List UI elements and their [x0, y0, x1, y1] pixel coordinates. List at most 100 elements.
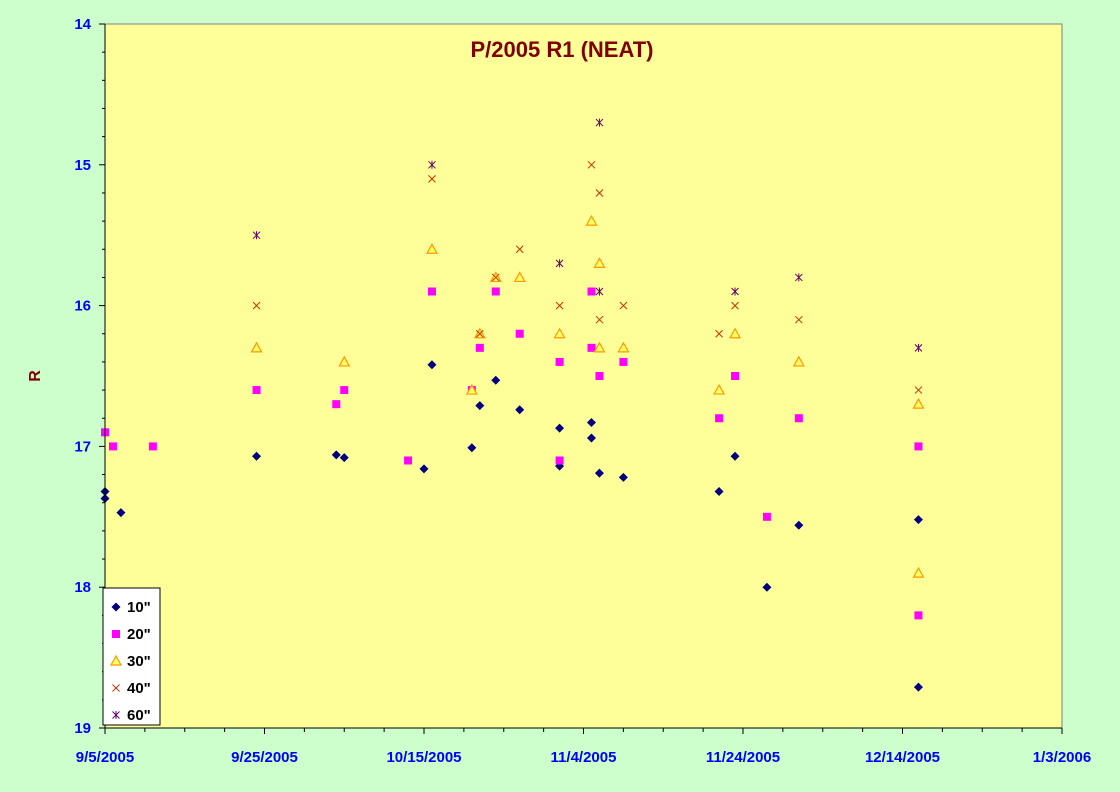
y-axis-label: R — [27, 370, 44, 382]
point-10in — [252, 451, 262, 461]
point-10in — [116, 508, 126, 518]
point-30in — [912, 397, 925, 409]
point-10in — [586, 417, 596, 427]
point-20in — [108, 442, 117, 451]
point-20in — [587, 287, 596, 296]
point-40in — [731, 301, 739, 310]
point-40in — [587, 160, 596, 169]
point-20in — [404, 456, 413, 465]
legend-marker-30in — [109, 654, 123, 666]
point-40in — [428, 175, 436, 183]
point-30in — [338, 355, 351, 367]
point-20in — [252, 386, 261, 395]
point-20in — [475, 343, 484, 352]
point-10in — [913, 515, 923, 525]
legend-label-30in: 30" — [127, 653, 151, 670]
point-20in — [340, 386, 349, 395]
point-20in — [731, 372, 740, 380]
data-marks — [100, 118, 925, 692]
point-10in — [794, 520, 804, 530]
point-10in — [555, 423, 565, 433]
point-60in — [595, 118, 604, 127]
point-20in — [515, 329, 524, 338]
point-20in — [427, 287, 436, 296]
point-10in — [730, 451, 740, 461]
point-30in — [553, 327, 566, 339]
point-30in — [425, 243, 438, 254]
legend-marker-10in — [111, 602, 121, 612]
point-10in — [594, 468, 604, 478]
point-40in — [914, 386, 923, 394]
point-20in — [332, 400, 341, 409]
point-20in — [555, 456, 564, 465]
y-tick-label: 18 — [74, 579, 91, 596]
point-10in — [618, 472, 628, 482]
point-30in — [250, 341, 263, 353]
legend-label-60in: 60" — [127, 707, 151, 724]
point-40in — [595, 315, 604, 324]
point-30in — [713, 383, 726, 395]
point-60in — [914, 343, 923, 352]
legend-label-20in: 20" — [127, 626, 151, 643]
legend-marker-40in — [112, 684, 120, 692]
point-60in — [252, 231, 261, 240]
point-30in — [729, 327, 742, 339]
point-10in — [913, 682, 923, 692]
point-10in — [467, 443, 477, 453]
point-40in — [252, 301, 261, 310]
y-tick-label: 14 — [74, 16, 91, 33]
point-30in — [585, 214, 598, 226]
point-30in — [593, 257, 606, 268]
point-10in — [427, 360, 437, 370]
point-10in — [491, 375, 501, 385]
point-10in — [586, 433, 596, 443]
legend-label-40in: 40" — [127, 680, 151, 697]
point-60in — [794, 273, 803, 282]
point-30in — [593, 341, 606, 353]
point-20in — [715, 414, 724, 423]
point-60in — [731, 287, 739, 296]
point-10in — [331, 450, 341, 460]
point-40in — [794, 315, 803, 324]
point-10in — [419, 464, 429, 474]
point-30in — [465, 383, 478, 395]
point-20in — [762, 512, 771, 521]
point-60in — [555, 259, 564, 268]
point-10in — [475, 401, 485, 411]
y-axis-ticks: 14 15 16 17 18 19 — [74, 16, 105, 737]
x-tick-label: 11/24/2005 — [706, 749, 780, 766]
y-tick-label: 19 — [74, 720, 91, 737]
legend: 10" 20" 30" 40" 60" — [102, 587, 161, 726]
point-60in — [595, 287, 604, 296]
point-20in — [555, 357, 564, 366]
point-20in — [914, 442, 923, 451]
point-20in — [794, 414, 803, 423]
legend-marker-20in — [112, 630, 120, 638]
point-20in — [491, 287, 500, 296]
point-10in — [339, 453, 349, 463]
point-40in — [715, 329, 723, 338]
point-10in — [714, 486, 724, 496]
legend-box — [102, 587, 161, 726]
legend-label-10in: 10" — [127, 599, 151, 616]
x-tick-label: 10/15/2005 — [386, 749, 461, 766]
x-tick-label: 9/5/2005 — [76, 749, 134, 766]
point-40in — [619, 301, 628, 310]
point-30in — [912, 566, 925, 578]
point-20in — [587, 343, 596, 352]
point-40in — [515, 245, 524, 254]
point-20in — [148, 442, 157, 451]
point-30in — [513, 271, 526, 283]
point-40in — [491, 273, 500, 282]
point-40in — [475, 329, 484, 338]
point-20in — [619, 357, 628, 366]
legend-marker-60in — [112, 711, 120, 719]
point-10in — [515, 405, 525, 415]
point-20in — [595, 372, 604, 380]
point-10in — [762, 582, 772, 592]
x-axis-ticks: 9/5/2005 9/25/2005 10/15/2005 11/4/2005 11/2… — [76, 728, 1091, 766]
x-tick-label: 12/14/2005 — [865, 749, 940, 766]
point-30in — [617, 341, 630, 353]
point-20in — [914, 611, 923, 620]
